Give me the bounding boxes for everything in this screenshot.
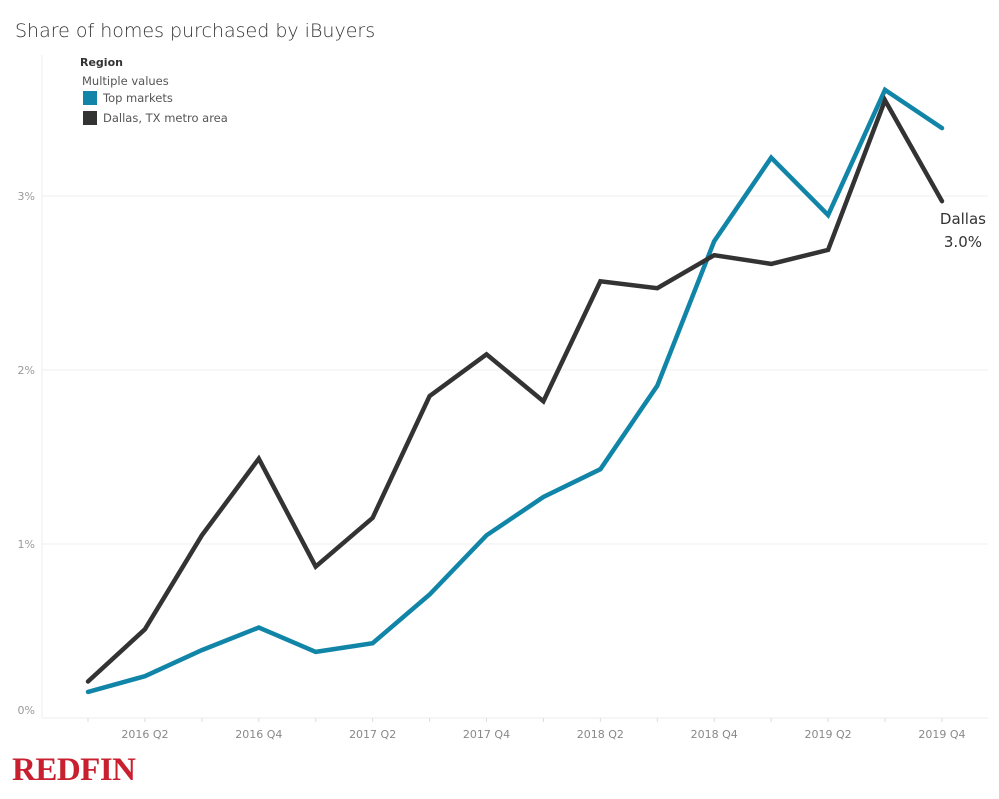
legend-label: Dallas, TX metro area: [103, 111, 228, 125]
legend-item-dallas[interactable]: Dallas, TX metro area: [83, 108, 228, 128]
y-tick-label: 0%: [18, 704, 35, 717]
y-tick-label: 2%: [18, 364, 35, 377]
x-tick-label: 2018 Q4: [691, 728, 738, 741]
annotation-value: 3.0%: [944, 233, 982, 251]
legend-item-top-markets[interactable]: Top markets: [83, 88, 228, 108]
x-tick-label: 2018 Q2: [577, 728, 624, 741]
legend-filter-value[interactable]: Multiple values: [82, 74, 169, 88]
legend: Region Multiple values Top markets Dalla…: [80, 56, 228, 128]
series-line-top-markets: [85, 86, 945, 695]
annotation-label: Dallas: [940, 210, 986, 228]
legend-label: Top markets: [103, 91, 173, 105]
y-tick-label: 3%: [18, 190, 35, 203]
x-tick-label: 2017 Q4: [463, 728, 510, 741]
x-tick-label: 2017 Q2: [349, 728, 396, 741]
x-tick-label: 2016 Q4: [235, 728, 282, 741]
series-line-dallas: [85, 95, 945, 684]
legend-swatch-dallas: [83, 111, 97, 125]
y-tick-label: 1%: [18, 538, 35, 551]
x-tick-label: 2019 Q2: [805, 728, 852, 741]
x-tick-label: 2019 Q4: [918, 728, 965, 741]
redfin-logo: REDFIN: [12, 752, 136, 788]
x-tick-label: 2016 Q2: [121, 728, 168, 741]
chart-title: Share of homes purchased by iBuyers: [15, 20, 376, 42]
legend-swatch-top-markets: [83, 91, 97, 105]
legend-heading: Region: [80, 56, 123, 69]
